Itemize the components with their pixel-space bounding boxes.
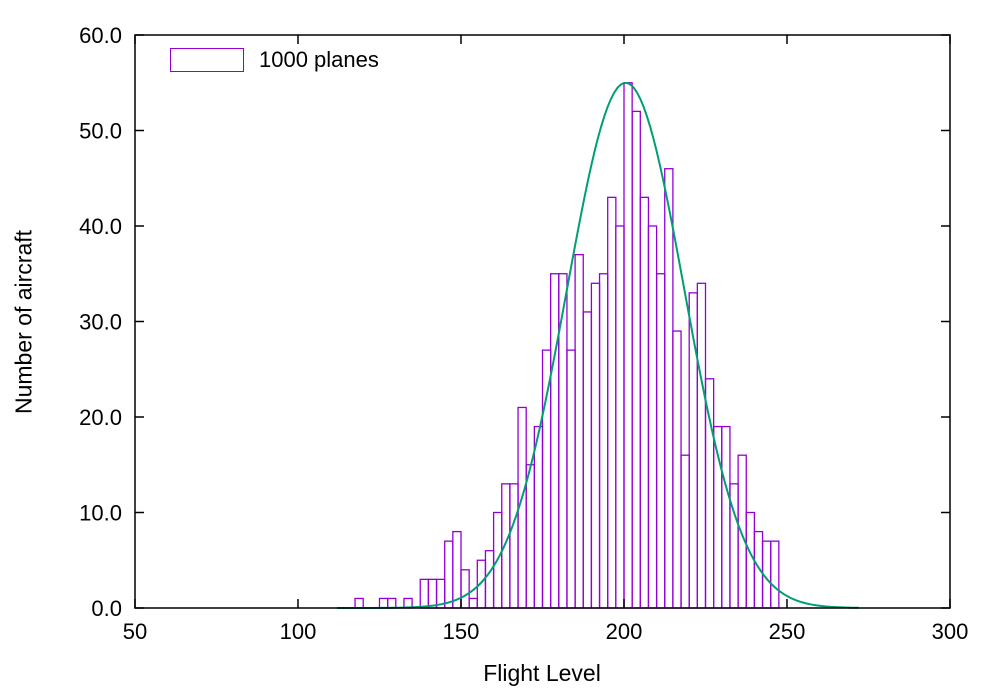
histogram-bar (509, 483, 519, 609)
histogram-bar (696, 282, 707, 609)
histogram-bar (541, 349, 552, 609)
histogram-bar (444, 540, 454, 609)
gaussian-fit-curve (337, 81, 859, 609)
histogram-bars (354, 82, 780, 609)
histogram-bar (533, 425, 544, 609)
x-axis-label: Flight Level (483, 660, 601, 686)
x-tick-label: 100 (280, 619, 317, 644)
histogram-bar (607, 196, 617, 609)
axis-ticks (134, 34, 951, 609)
histogram-bar (737, 454, 747, 609)
histogram-bar (574, 253, 584, 609)
histogram-bar (550, 273, 560, 609)
histogram-bar (452, 530, 462, 609)
histogram-bar (623, 82, 633, 609)
histogram-bar (378, 597, 389, 609)
x-tick-label: 300 (932, 619, 969, 644)
histogram-bar (419, 578, 430, 609)
histogram-bar (721, 425, 731, 609)
legend-swatch-histogram (170, 48, 244, 72)
histogram-bar (582, 311, 593, 609)
histogram-bar (427, 578, 438, 609)
histogram-bar (672, 330, 682, 609)
histogram-bar (753, 530, 764, 609)
histogram-bar (664, 168, 674, 609)
tick-labels: 50 100 150 200 250 300 0.0 10.0 20.0 30.0 40.0 50.0… (79, 23, 968, 644)
histogram-bar (590, 282, 601, 609)
x-tick-label: 250 (769, 619, 806, 644)
histogram-bar (386, 597, 397, 609)
y-axis-label: Number of aircraft (10, 229, 37, 415)
y-tick-label: 60.0 (79, 23, 122, 48)
histogram-bar (484, 550, 495, 609)
y-tick-label: 20.0 (79, 405, 122, 430)
histogram-bar (655, 273, 666, 609)
histogram-bar (647, 225, 658, 609)
histogram-bar (460, 569, 470, 609)
histogram-bar (615, 225, 625, 609)
histogram-bar (631, 110, 641, 609)
legend-label: 1000 planes (259, 47, 379, 72)
y-tick-label: 10.0 (79, 501, 122, 526)
y-tick-label: 0.0 (91, 596, 122, 621)
legend: 1000 planes (170, 47, 379, 73)
histogram-bar (598, 273, 609, 609)
histogram-bar (501, 483, 511, 609)
histogram-bar (354, 597, 364, 609)
y-tick-label: 50.0 (79, 119, 122, 144)
histogram-bar (770, 540, 780, 609)
y-tick-label: 30.0 (79, 310, 122, 335)
histogram-bar (680, 454, 690, 609)
histogram-bar (566, 349, 576, 609)
y-tick-label: 40.0 (79, 214, 122, 239)
histogram-bar (468, 597, 478, 609)
histogram-bar (525, 464, 536, 609)
histogram-bar (639, 196, 650, 609)
histogram-bar (704, 378, 715, 609)
x-tick-label: 150 (443, 619, 480, 644)
x-tick-label: 200 (606, 619, 643, 644)
x-tick-label: 50 (123, 619, 147, 644)
